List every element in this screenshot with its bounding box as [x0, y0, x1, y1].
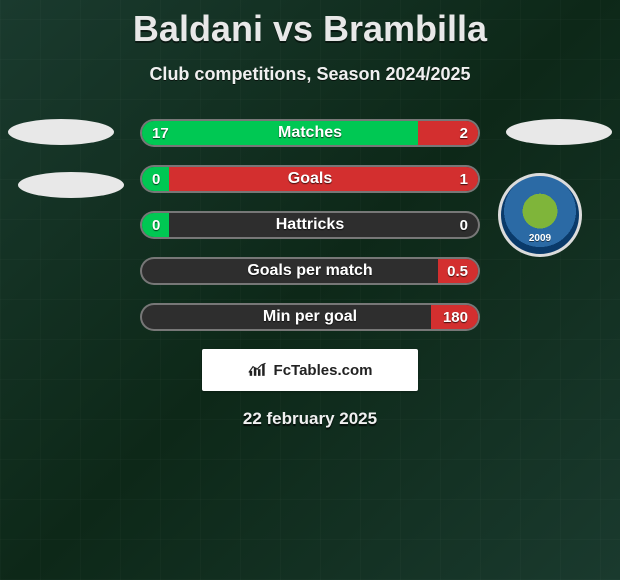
player-left-photo-1 — [8, 119, 114, 145]
stat-left-value: 17 — [152, 121, 169, 145]
club-crest: 2009 — [498, 173, 582, 257]
stat-row: Goals0 1 — [140, 165, 480, 193]
stat-right-value: 2 — [460, 121, 468, 145]
comparison-content: 2009 Matches172Goals01Hattricks00Goals p… — [0, 119, 620, 331]
stat-left-value: 0 — [152, 213, 160, 237]
stat-label: Goals — [142, 167, 478, 191]
stat-label: Goals per match — [142, 259, 478, 283]
stat-bars: Matches172Goals01Hattricks00Goals per ma… — [140, 119, 480, 331]
stat-left-value: 0 — [152, 167, 160, 191]
crest-year: 2009 — [529, 233, 551, 244]
stat-row: Matches17 2 — [140, 119, 480, 147]
player-right-photo-1 — [506, 119, 612, 145]
stat-row: Goals per match0.5 — [140, 257, 480, 285]
stat-row: Min per goal180 — [140, 303, 480, 331]
player-left-photo-2 — [18, 172, 124, 198]
stat-right-value: 180 — [443, 305, 468, 329]
brand-badge: FcTables.com — [202, 349, 418, 391]
date-text: 22 february 2025 — [0, 409, 620, 429]
stat-right-value: 0.5 — [447, 259, 468, 283]
chart-icon — [248, 362, 268, 378]
stat-label: Matches — [142, 121, 478, 145]
stat-right-value: 0 — [460, 213, 468, 237]
stat-label: Min per goal — [142, 305, 478, 329]
stat-row: Hattricks0 0 — [140, 211, 480, 239]
stat-label: Hattricks — [142, 213, 478, 237]
page-title: Baldani vs Brambilla — [0, 0, 620, 50]
page-subtitle: Club competitions, Season 2024/2025 — [0, 64, 620, 85]
stat-right-value: 1 — [460, 167, 468, 191]
brand-text: FcTables.com — [274, 362, 373, 379]
